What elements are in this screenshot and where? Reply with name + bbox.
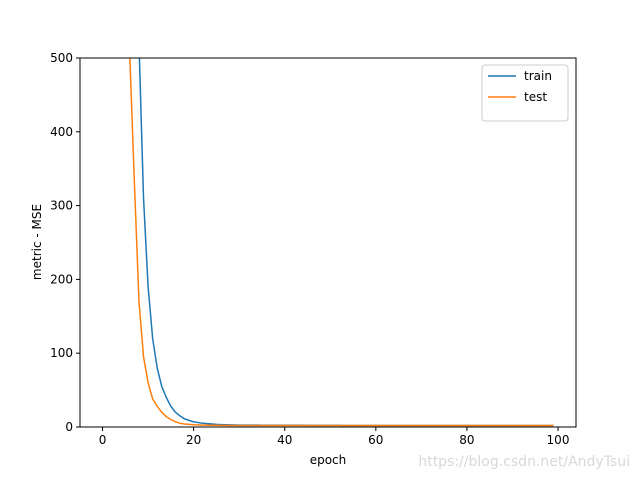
x-tick-label: 80	[459, 433, 474, 447]
x-tick-label: 0	[99, 433, 107, 447]
watermark: https://blog.csdn.net/AndyTsui	[418, 454, 630, 470]
legend-box	[481, 64, 569, 122]
legend-label: test	[524, 90, 547, 104]
x-axis-label: epoch	[310, 453, 347, 467]
axes-frame	[79, 57, 577, 428]
y-tick-label: 400	[50, 125, 73, 139]
y-tick-label: 200	[50, 272, 73, 286]
x-tick-label: 60	[368, 433, 383, 447]
legend-label: train	[524, 69, 552, 83]
plot-area	[129, 58, 554, 427]
y-axis-label: metric - MSE	[30, 204, 44, 280]
y-tick-label: 500	[50, 51, 73, 65]
x-tick-label: 20	[186, 433, 201, 447]
line-series	[129, 58, 554, 427]
y-tick-label: 0	[65, 420, 73, 434]
y-tick-label: 300	[50, 199, 73, 213]
x-tick-label: 100	[547, 433, 570, 447]
x-tick-label: 40	[277, 433, 292, 447]
y-tick-label: 100	[50, 346, 73, 360]
